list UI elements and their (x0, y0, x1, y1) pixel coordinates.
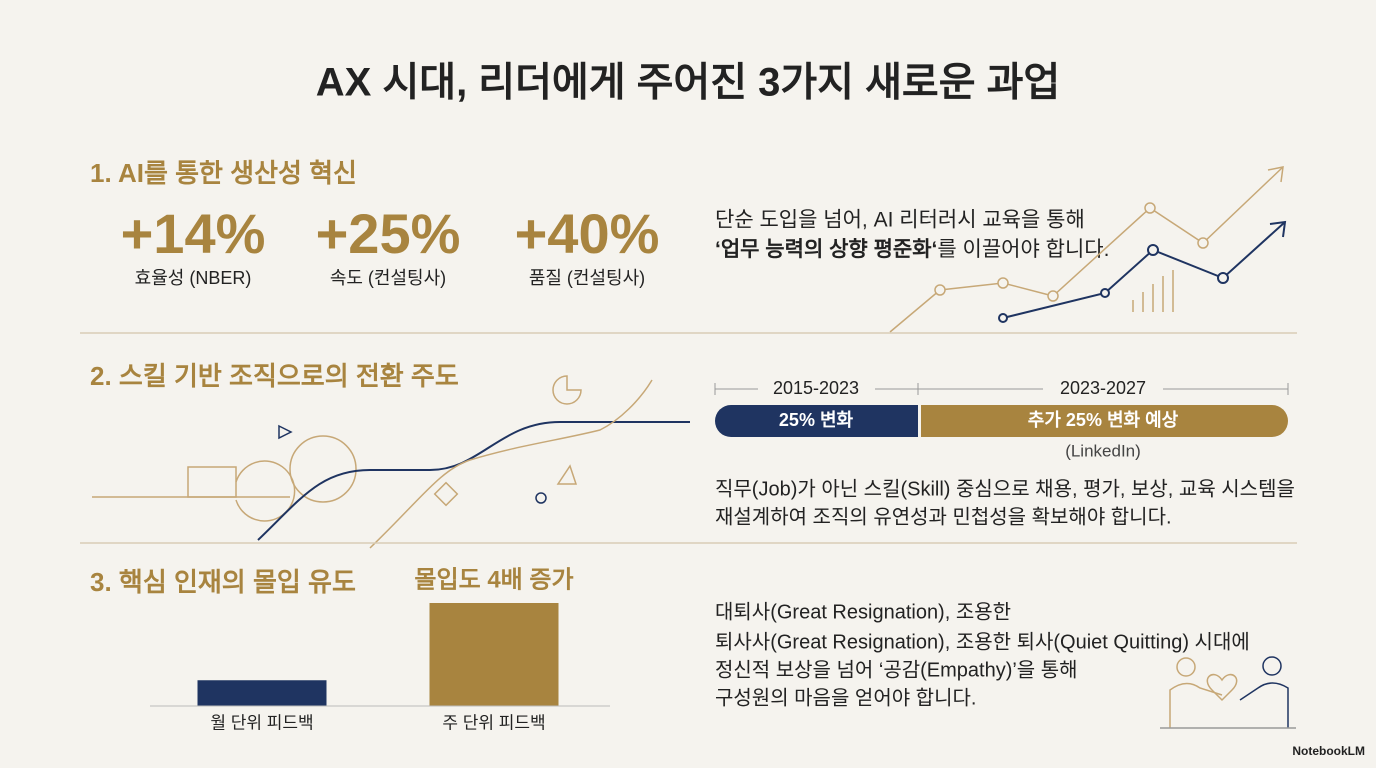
timeline-label: 25% 변화 (779, 410, 854, 430)
stat-value: +25% (316, 202, 461, 265)
decorative-network (92, 375, 690, 549)
emphasis: ‘업무 능력의 상향 평준화‘ (715, 237, 937, 261)
stat-label: 속도 (컨설팅사) (330, 268, 446, 288)
bar-chart: 월 단위 피드백 주 단위 피드백 (197, 603, 559, 732)
deco-arrow (1269, 220, 1287, 238)
body-text: 구성원의 마음을 얻어야 합니다. (715, 686, 976, 709)
section-heading: 2. 스킬 기반 조직으로의 전환 주도 (90, 361, 459, 391)
section-heading: 1. AI를 통한 생산성 혁신 (90, 158, 357, 188)
section-heading: 3. 핵심 인재의 몰입 유도 (90, 567, 356, 597)
title: AX 시대, 리더에게 주어진 3가지 새로운 과업 (316, 61, 1060, 105)
body-text: 단순 도입을 넘어, AI 리터러시 교육을 통해 (715, 209, 1085, 232)
bar (429, 603, 559, 706)
body-text: 퇴사사(Great Resignation), 조용한 퇴사(Quiet Qui… (715, 630, 1250, 653)
decorative-graph (889, 166, 1287, 333)
body-text: 재설계하여 조직의 유연성과 민첩성을 확보해야 합니다. (715, 505, 1172, 528)
stat-label: 품질 (컨설팅사) (529, 268, 645, 288)
timeline-period: 2023-2027 (1060, 378, 1146, 398)
chart-annotation: 몰입도 4배 증가 (414, 566, 573, 593)
stat-label: 효율성 (NBER) (135, 268, 252, 288)
footer-brand: NotebookLM (1292, 744, 1365, 758)
body-text: ‘업무 능력의 상향 평준화‘를 이끌어야 합니다. (715, 237, 1109, 261)
timeline-segment (921, 405, 1288, 437)
deco-arrow (1267, 166, 1284, 183)
timeline-segment (715, 405, 918, 437)
bar (197, 680, 327, 706)
timeline-label: 추가 25% 변화 예상 (1028, 410, 1179, 430)
body-text: 직무(Job)가 아닌 스킬(Skill) 중심으로 채용, 평가, 보상, 교… (715, 477, 1295, 500)
stat-value: +40% (515, 202, 660, 265)
empathy-icon (1160, 656, 1296, 729)
body-text: 를 이끌어야 합니다. (937, 238, 1109, 261)
stat-value: +14% (121, 202, 266, 265)
bar-label: 주 단위 피드백 (442, 713, 545, 732)
timeline: 2015-2023 2023-2027 25% 변화 추가 25% 변화 예상 … (714, 378, 1289, 460)
body-text: 정신적 보상을 넘어 ‘공감(Empathy)’을 통해 (715, 658, 1078, 681)
stats: +14% 효율성 (NBER) +25% 속도 (컨설팅사) +40% 품질 (… (121, 202, 660, 288)
body-text: 대퇴사(Great Resignation), 조용한 (715, 600, 1011, 623)
timeline-period: 2015-2023 (773, 378, 859, 398)
source: (LinkedIn) (1065, 441, 1141, 460)
bar-label: 월 단위 피드백 (210, 713, 313, 732)
